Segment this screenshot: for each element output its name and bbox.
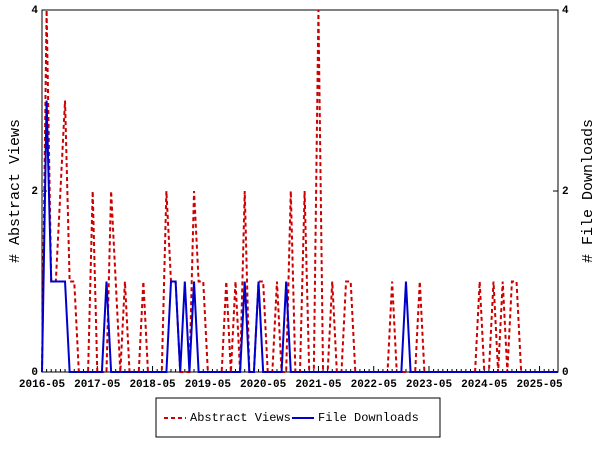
x-tick-label: 2020-05 bbox=[240, 379, 287, 391]
data-line bbox=[41, 9, 558, 373]
y2-tick-label: 2 bbox=[562, 186, 569, 198]
y-tick-label: 2 bbox=[31, 186, 38, 198]
y2-axis-label: # File Downloads bbox=[580, 119, 597, 263]
y2-tick-label: 0 bbox=[562, 367, 569, 379]
x-tick-label: 2023-05 bbox=[406, 379, 453, 391]
x-tick-label: 2016-05 bbox=[19, 379, 66, 391]
x-tick-label: 2024-05 bbox=[461, 379, 508, 391]
y-tick-label: 4 bbox=[31, 5, 38, 17]
x-tick-label: 2017-05 bbox=[74, 379, 121, 391]
y-axis-label: # Abstract Views bbox=[7, 119, 24, 263]
legend-label: File Downloads bbox=[318, 411, 419, 425]
data-line bbox=[41, 100, 558, 373]
y-tick-label: 0 bbox=[31, 367, 38, 379]
x-tick-label: 2022-05 bbox=[351, 379, 398, 391]
y2-tick-label: 4 bbox=[562, 5, 569, 17]
x-tick-label: 2019-05 bbox=[185, 379, 232, 391]
x-tick-label: 2025-05 bbox=[516, 379, 563, 391]
x-tick-label: 2021-05 bbox=[295, 379, 342, 391]
legend-label: Abstract Views bbox=[190, 411, 291, 425]
x-tick-label: 2018-05 bbox=[129, 379, 176, 391]
